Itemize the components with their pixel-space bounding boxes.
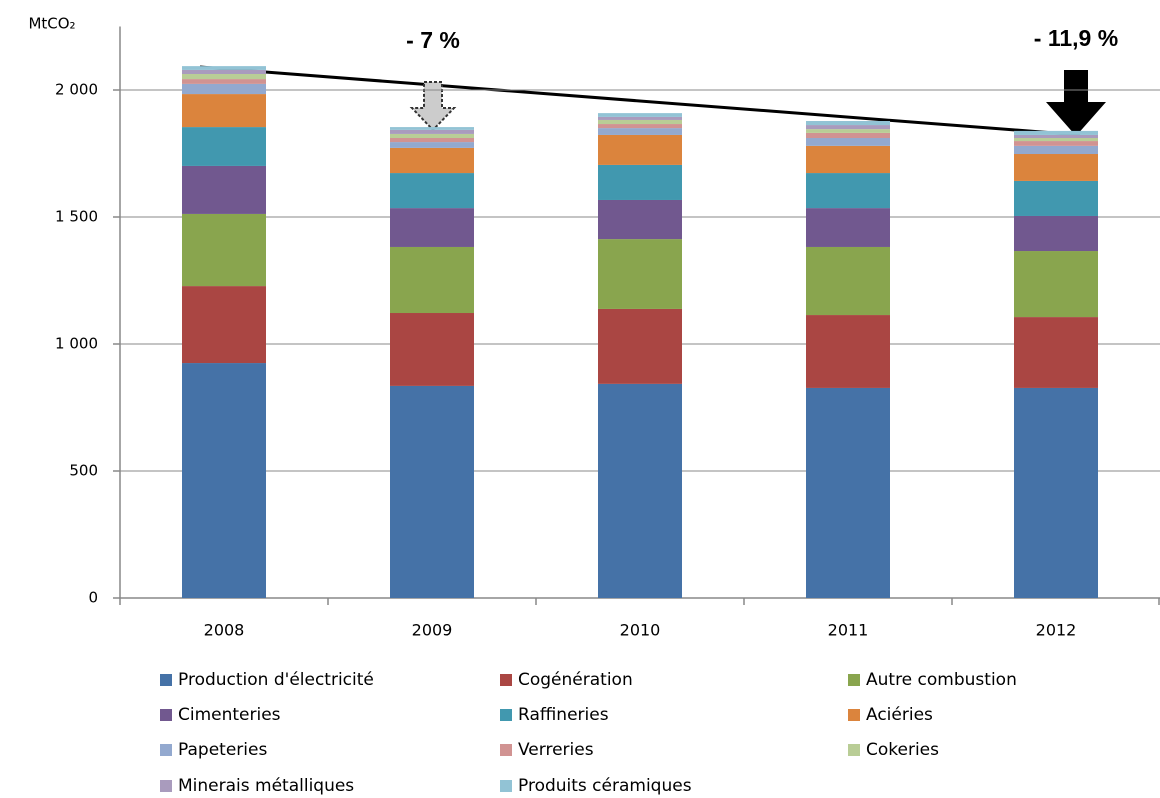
- bar-segment: [598, 119, 682, 125]
- bar-segment: [598, 239, 682, 309]
- bar-segment: [182, 66, 266, 70]
- y-tick-label: 0: [88, 589, 98, 607]
- bar-segment: [806, 120, 890, 126]
- legend-label: Raffineries: [518, 705, 609, 725]
- bar-segment: [1014, 138, 1098, 142]
- bar-segment: [1014, 154, 1098, 181]
- bar-segment: [390, 138, 474, 143]
- y-tick-label: 1 000: [55, 335, 98, 353]
- legend-swatch: [848, 744, 860, 756]
- legend-label: Minerais métalliques: [178, 776, 354, 796]
- legend-label: Aciéries: [866, 705, 933, 725]
- legend-label: Cokeries: [866, 740, 939, 760]
- bar-segment: [806, 208, 890, 247]
- bar-segment: [1014, 387, 1098, 598]
- bar-segment: [390, 129, 474, 134]
- bar-segment: [1014, 180, 1098, 216]
- bar-segment: [806, 145, 890, 174]
- legend-label: Cogénération: [518, 670, 633, 690]
- bar-segment: [390, 133, 474, 139]
- bar-segment: [598, 308, 682, 384]
- bar-segment: [598, 113, 682, 117]
- annotation: - 7 %: [406, 27, 460, 53]
- x-tick-label: 2009: [412, 621, 453, 640]
- legend-swatch: [160, 780, 172, 792]
- bar-segment: [390, 385, 474, 598]
- y-tick-label: 500: [69, 462, 98, 480]
- legend-swatch: [848, 709, 860, 721]
- bar-segment: [182, 79, 266, 84]
- arrow-2009: [409, 81, 457, 132]
- bar-segment: [1014, 251, 1098, 318]
- bar-segment: [806, 138, 890, 146]
- legend-swatch: [160, 709, 172, 721]
- bar-segment: [390, 147, 474, 174]
- bar-segment: [598, 199, 682, 240]
- x-tick-label: 2010: [620, 621, 661, 640]
- bar-segment: [1014, 134, 1098, 139]
- bar-segment: [390, 208, 474, 247]
- legend-label: Produits céramiques: [518, 776, 692, 796]
- bar-segment: [390, 313, 474, 386]
- bar-segment: [806, 246, 890, 316]
- x-tick-label: 2012: [1036, 621, 1077, 640]
- legend-swatch: [500, 744, 512, 756]
- x-tick-label: 2011: [828, 621, 869, 640]
- bar-segment: [390, 173, 474, 209]
- bar-segment: [182, 94, 266, 128]
- bar-segment: [806, 387, 890, 598]
- bar-segment: [1014, 141, 1098, 146]
- bar-segment: [182, 73, 266, 80]
- bar-segment: [182, 83, 266, 95]
- bar-segment: [1014, 130, 1098, 135]
- bar-segment: [1014, 215, 1098, 252]
- legend-swatch: [160, 674, 172, 686]
- bar-segment: [390, 127, 474, 130]
- bar-segment: [182, 286, 266, 364]
- bar-segment: [182, 213, 266, 287]
- x-tick-label: 2008: [204, 621, 245, 640]
- legend-label: Cimenteries: [178, 705, 281, 725]
- y-axis-label: MtCO₂: [28, 15, 75, 33]
- legend-swatch: [500, 709, 512, 721]
- legend-swatch: [500, 674, 512, 686]
- annotation: - 11,9 %: [1034, 25, 1118, 51]
- bar-segment: [182, 363, 266, 598]
- bar-segment: [806, 132, 890, 139]
- legend-label: Production d'électricité: [178, 670, 374, 690]
- legend-label: Papeteries: [178, 740, 267, 760]
- bar-segment: [598, 116, 682, 120]
- y-tick-label: 2 000: [55, 81, 98, 99]
- legend-swatch: [160, 744, 172, 756]
- bar-segment: [182, 165, 266, 214]
- bar-segment: [598, 124, 682, 129]
- bar-segment: [1014, 145, 1098, 155]
- bar-segment: [806, 315, 890, 388]
- bar-segment: [598, 383, 682, 598]
- legend-label: Verreries: [518, 740, 594, 760]
- bar-segment: [806, 125, 890, 130]
- bar-segment: [1014, 317, 1098, 388]
- bar-segment: [598, 134, 682, 165]
- arrow-2012: [1046, 70, 1106, 136]
- y-tick-label: 1 500: [55, 208, 98, 226]
- bar-segment: [806, 129, 890, 133]
- bar-segment: [390, 246, 474, 314]
- trend-line: [199, 65, 1081, 137]
- bar-segment: [806, 173, 890, 209]
- legend-swatch: [500, 780, 512, 792]
- bar-segment: [390, 142, 474, 148]
- bar-segment: [182, 127, 266, 166]
- bar-segment: [182, 69, 266, 74]
- bar-segment: [598, 128, 682, 135]
- legend-label: Autre combustion: [866, 670, 1017, 690]
- bar-segment: [598, 164, 682, 200]
- legend-swatch: [848, 674, 860, 686]
